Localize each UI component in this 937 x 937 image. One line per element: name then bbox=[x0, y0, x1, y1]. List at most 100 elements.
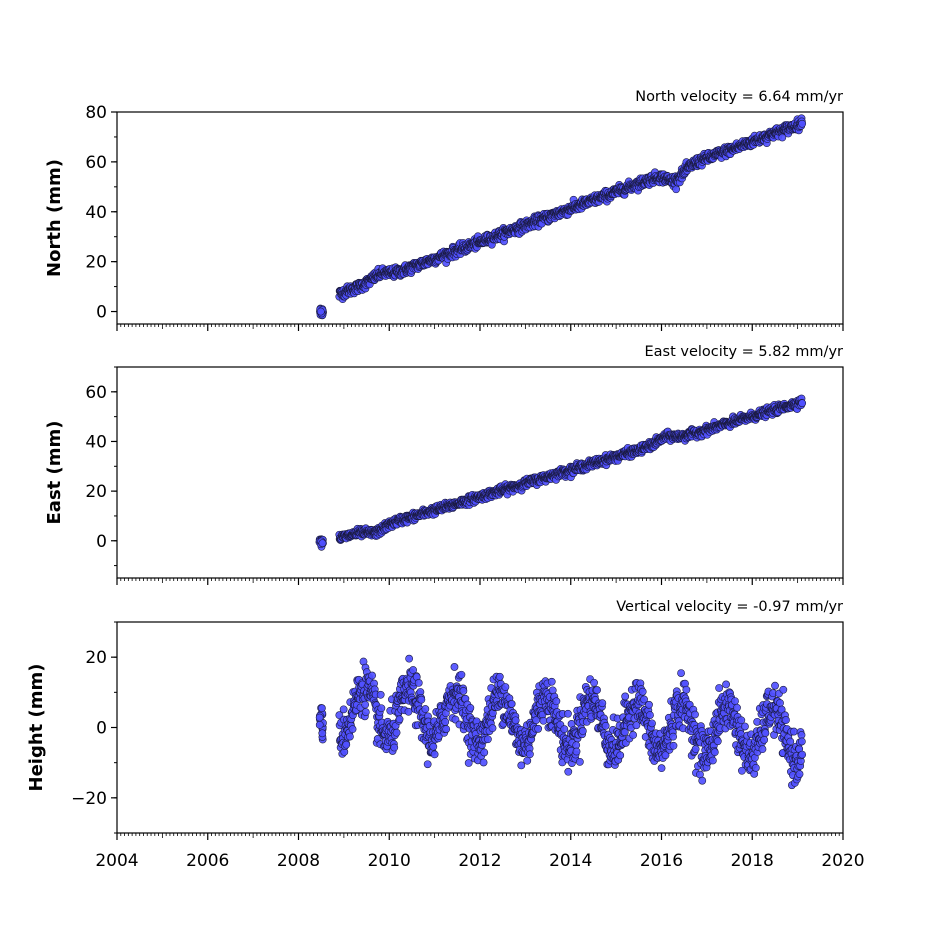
data-point bbox=[464, 759, 473, 767]
data-point bbox=[575, 757, 584, 766]
data-point bbox=[661, 751, 670, 760]
data-point bbox=[691, 710, 699, 719]
data-point bbox=[450, 663, 459, 671]
data-point bbox=[657, 764, 666, 773]
data-point bbox=[342, 740, 351, 749]
y-tick-label: 0 bbox=[96, 303, 107, 323]
y-axis-label: Height (mm) bbox=[26, 664, 47, 792]
data-point bbox=[620, 728, 629, 737]
data-point bbox=[392, 728, 401, 737]
data-point bbox=[552, 697, 561, 706]
data-point bbox=[429, 742, 438, 751]
data-point bbox=[316, 307, 325, 316]
data-point bbox=[737, 716, 746, 725]
data-point bbox=[713, 737, 722, 746]
data-point bbox=[722, 680, 730, 689]
data-point bbox=[669, 732, 678, 741]
chart-panel-3: −20 0 20 2004 2006 2008 2010 2012 2014 2016 2018 20… bbox=[26, 599, 865, 871]
x-tick-label: 2016 bbox=[640, 851, 683, 871]
data-point bbox=[751, 763, 760, 772]
data-point bbox=[548, 686, 557, 695]
data-series bbox=[315, 654, 807, 790]
data-point bbox=[682, 685, 691, 694]
x-tick-label: 2014 bbox=[549, 851, 592, 871]
data-point bbox=[691, 745, 700, 753]
data-point bbox=[638, 687, 647, 696]
data-point bbox=[782, 716, 790, 724]
data-point bbox=[315, 720, 324, 729]
data-point bbox=[795, 770, 804, 778]
plot-frame bbox=[116, 366, 844, 579]
y-tick-label: 20 bbox=[85, 648, 107, 668]
y-tick-label: 60 bbox=[85, 153, 107, 173]
data-point bbox=[423, 760, 432, 769]
data-point bbox=[797, 737, 806, 746]
data-point bbox=[417, 695, 426, 704]
data-point bbox=[405, 654, 414, 663]
data-point bbox=[457, 670, 466, 679]
data-point bbox=[479, 758, 488, 767]
data-point bbox=[414, 678, 423, 687]
data-point bbox=[786, 737, 795, 746]
data-point bbox=[715, 684, 724, 692]
data-point bbox=[789, 727, 798, 736]
data-point bbox=[771, 681, 779, 690]
y-axis-label: North (mm) bbox=[44, 159, 65, 277]
data-point bbox=[798, 399, 807, 408]
data-point bbox=[797, 731, 806, 739]
data-point bbox=[318, 539, 327, 548]
panel-title: East velocity = 5.82 mm/yr bbox=[644, 344, 843, 360]
y-tick-label: 20 bbox=[85, 253, 107, 273]
data-point bbox=[368, 671, 376, 680]
data-point bbox=[778, 133, 787, 142]
data-point bbox=[758, 745, 767, 754]
data-point bbox=[601, 721, 610, 730]
data-point bbox=[404, 707, 413, 716]
y-tick-label: 40 bbox=[85, 432, 107, 452]
data-point bbox=[646, 711, 654, 719]
data-point bbox=[511, 716, 520, 725]
data-point bbox=[708, 756, 717, 765]
data-point bbox=[672, 185, 681, 194]
data-point bbox=[761, 729, 770, 737]
data-point bbox=[376, 690, 385, 699]
data-point bbox=[645, 700, 653, 709]
data-point bbox=[534, 724, 543, 733]
data-point bbox=[488, 724, 497, 733]
data-point bbox=[733, 703, 741, 712]
data-point bbox=[640, 695, 648, 704]
data-point bbox=[421, 705, 430, 713]
y-tick-label: −20 bbox=[71, 789, 107, 809]
data-point bbox=[442, 725, 451, 733]
data-point bbox=[560, 725, 569, 734]
data-point bbox=[760, 735, 769, 744]
data-point bbox=[598, 699, 607, 708]
data-point bbox=[377, 704, 386, 713]
data-point bbox=[616, 751, 625, 760]
data-point bbox=[798, 750, 807, 759]
x-tick-label: 2006 bbox=[186, 851, 229, 871]
data-point bbox=[525, 750, 534, 759]
data-point bbox=[409, 666, 418, 674]
data-point bbox=[564, 709, 572, 718]
chart-panel-2: 0 20 40 60 East velocity = 5.82 mm/yr East (m… bbox=[44, 344, 844, 585]
data-point bbox=[339, 705, 348, 714]
data-point bbox=[539, 716, 548, 725]
data-point bbox=[776, 699, 784, 707]
y-tick-label: 40 bbox=[85, 203, 107, 223]
data-point bbox=[710, 748, 719, 757]
data-point bbox=[507, 700, 516, 708]
data-point bbox=[441, 717, 450, 726]
data-point bbox=[632, 721, 641, 730]
panel-title: Vertical velocity = -0.97 mm/yr bbox=[616, 599, 843, 615]
data-point bbox=[480, 748, 489, 757]
x-tick-label: 2020 bbox=[821, 851, 864, 871]
data-point bbox=[738, 766, 746, 775]
x-tick-label: 2004 bbox=[95, 851, 138, 871]
data-point bbox=[466, 703, 475, 712]
data-point bbox=[590, 678, 598, 687]
data-point bbox=[741, 722, 749, 731]
y-tick-label: 0 bbox=[96, 532, 107, 552]
data-series bbox=[316, 114, 807, 320]
data-point bbox=[318, 704, 326, 713]
